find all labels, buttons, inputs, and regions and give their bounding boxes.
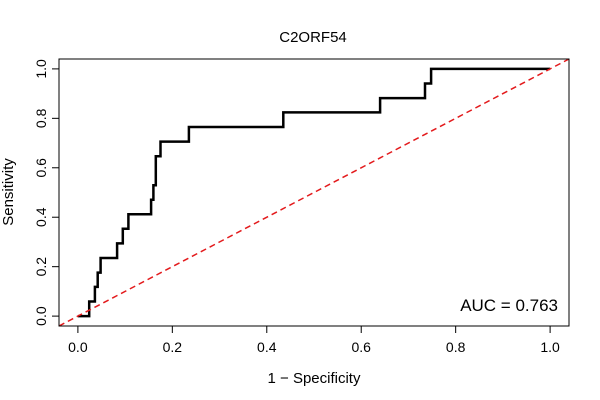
y-tick-label: 0.0	[33, 306, 49, 326]
y-tick-label: 1.0	[33, 59, 49, 79]
x-axis-label: 1 − Specificity	[268, 370, 361, 387]
x-tick-label: 0.8	[446, 339, 466, 355]
reference-diagonal-line	[58, 58, 570, 327]
series-layer	[58, 58, 570, 327]
x-tick-label: 0.0	[68, 339, 88, 355]
y-tick-label: 0.8	[33, 108, 49, 128]
y-axis-label: Sensitivity	[0, 158, 17, 226]
x-tick-label: 0.2	[163, 339, 183, 355]
y-tick-label: 0.6	[33, 158, 49, 178]
x-tick-label: 0.6	[351, 339, 371, 355]
y-tick-label: 0.2	[33, 257, 49, 277]
y-tick-label: 0.4	[33, 207, 49, 227]
x-tick-label: 0.4	[257, 339, 277, 355]
auc-annotation: AUC = 0.763	[460, 296, 558, 315]
x-tick-label: 1.0	[540, 339, 560, 355]
axis-ticks: 0.0 0.2 0.4 0.6 0.8 1.0 0.0 0.2 0.4 0.6 0.8 1.0	[33, 59, 560, 355]
plot-frame	[58, 58, 570, 327]
roc-curve-line	[77, 67, 551, 318]
chart-title: C2ORF54	[279, 29, 347, 46]
